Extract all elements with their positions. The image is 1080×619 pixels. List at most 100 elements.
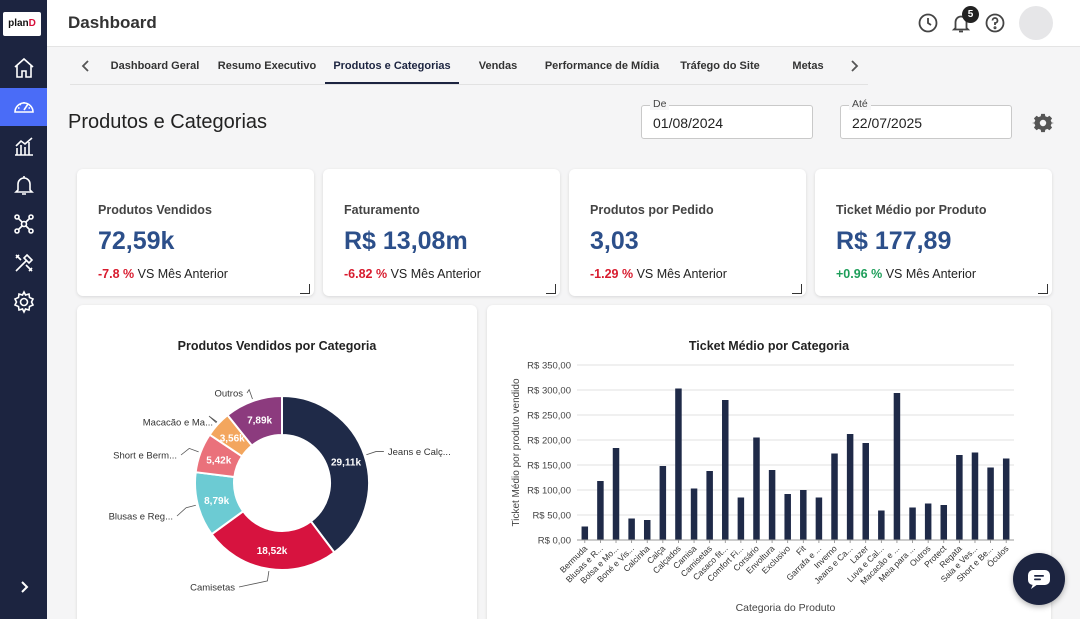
bar[interactable] bbox=[581, 526, 589, 541]
bar[interactable] bbox=[659, 466, 667, 540]
y-tick-label: R$ 150,00 bbox=[527, 461, 571, 472]
date-from-field[interactable]: De 01/08/2024 bbox=[641, 98, 813, 139]
bar-chart-icon bbox=[14, 137, 33, 156]
bar[interactable] bbox=[706, 471, 713, 540]
date-to-field[interactable]: Até 22/07/2025 bbox=[840, 98, 1012, 139]
donut-category-label: Short e Berm... bbox=[113, 451, 177, 462]
donut-chart: 29,11k Jeans e Calç... 18,52k Camisetas 8,79… bbox=[109, 388, 451, 594]
kpi-compare-label: VS Mês Anterior bbox=[137, 267, 228, 281]
bar[interactable] bbox=[643, 520, 651, 540]
chevron-right-icon bbox=[20, 581, 28, 593]
bar[interactable] bbox=[628, 518, 635, 541]
sidebar-item-dashboard[interactable] bbox=[0, 88, 47, 126]
bar[interactable] bbox=[815, 497, 823, 541]
bar[interactable] bbox=[956, 455, 963, 540]
tabs-scroll-right-button[interactable] bbox=[846, 58, 862, 74]
kpi-card-ticket-medio: Ticket Médio por Produto R$ 177,89 +0.96… bbox=[815, 169, 1052, 296]
bar[interactable] bbox=[846, 434, 854, 540]
sidebar-expand-button[interactable] bbox=[0, 572, 47, 602]
date-from-label: De bbox=[650, 98, 670, 110]
x-axis-label: Categoria do Produto bbox=[736, 602, 836, 614]
kpi-delta: -1.29 % bbox=[590, 267, 634, 281]
help-button[interactable] bbox=[984, 12, 1006, 34]
bar[interactable] bbox=[862, 443, 869, 540]
kpi-compare-label: VS Mês Anterior bbox=[636, 267, 727, 281]
sidebar-item-tools[interactable] bbox=[0, 244, 47, 282]
kpi-value: R$ 13,08m bbox=[344, 227, 468, 255]
kpi-value: 3,03 bbox=[590, 227, 639, 255]
bar[interactable] bbox=[675, 388, 682, 541]
chat-button[interactable] bbox=[1013, 553, 1065, 605]
settings-button[interactable] bbox=[1032, 112, 1054, 134]
bar[interactable] bbox=[831, 453, 838, 541]
y-axis-label: Ticket Médio por produto vendido bbox=[511, 378, 522, 526]
sidebar-item-settings[interactable] bbox=[0, 283, 47, 321]
bar[interactable] bbox=[987, 467, 994, 541]
donut-category-label: Jeans e Calç... bbox=[388, 447, 451, 458]
resize-handle-icon[interactable] bbox=[792, 284, 802, 294]
home-icon bbox=[13, 57, 34, 78]
sidebar-item-analytics[interactable] bbox=[0, 127, 47, 165]
tabs-scroll-left-button[interactable] bbox=[78, 58, 94, 74]
y-tick-label: R$ 50,00 bbox=[532, 511, 571, 522]
panel-ticket-medio-por-categoria: Ticket Médio por Categoria R$ 0,00 R$ 50,… bbox=[487, 305, 1051, 619]
kpi-card-faturamento: Faturamento R$ 13,08m -6.82 % VS Mês Ant… bbox=[323, 169, 560, 296]
tab-resumo-executivo[interactable]: Resumo Executivo bbox=[217, 60, 317, 72]
kpi-card-produtos-vendidos: Produtos Vendidos 72,59k -7.8 % VS Mês A… bbox=[77, 169, 314, 296]
bar[interactable] bbox=[800, 490, 807, 540]
y-tick-label: R$ 250,00 bbox=[527, 411, 571, 422]
bar[interactable] bbox=[722, 400, 729, 540]
donut-category-label: Macacão e Ma... bbox=[143, 418, 213, 429]
tab-vendas[interactable]: Vendas bbox=[478, 60, 518, 72]
bar[interactable] bbox=[878, 510, 885, 541]
bar[interactable] bbox=[753, 437, 760, 541]
bar[interactable] bbox=[690, 488, 698, 541]
bar[interactable] bbox=[737, 497, 745, 541]
sidebar-item-network[interactable] bbox=[0, 205, 47, 243]
gear-icon bbox=[13, 290, 34, 314]
donut-slice[interactable] bbox=[281, 394, 370, 554]
y-tick-label: R$ 300,00 bbox=[527, 386, 571, 397]
bar[interactable] bbox=[971, 452, 979, 541]
chevron-left-icon bbox=[81, 60, 89, 72]
bar-chart: R$ 0,00 R$ 50,00 R$ 100,00 R$ 150,00 R$ 200,… bbox=[511, 361, 1014, 614]
bar[interactable] bbox=[612, 448, 620, 540]
bar[interactable] bbox=[1002, 458, 1010, 541]
donut-category-label: Blusas e Reg... bbox=[109, 512, 173, 523]
kpi-comparison: -6.82 % VS Mês Anterior bbox=[344, 267, 481, 281]
date-from-value[interactable]: 01/08/2024 bbox=[653, 115, 724, 131]
tab-trafego-do-site[interactable]: Tráfego do Site bbox=[680, 60, 760, 72]
bar[interactable] bbox=[924, 503, 932, 541]
kpi-comparison: -7.8 % VS Mês Anterior bbox=[98, 267, 228, 281]
y-tick-label: R$ 0,00 bbox=[538, 536, 571, 547]
panel-produtos-por-categoria: Produtos Vendidos por Categoria 29,11k Je… bbox=[77, 305, 477, 619]
user-avatar[interactable] bbox=[1019, 6, 1053, 40]
kpi-delta: -7.8 % bbox=[98, 267, 135, 281]
donut-slice[interactable] bbox=[226, 394, 283, 447]
resize-handle-icon[interactable] bbox=[300, 284, 310, 294]
resize-handle-icon[interactable] bbox=[546, 284, 556, 294]
tab-performance-de-midia[interactable]: Performance de Mídia bbox=[544, 60, 660, 72]
bar[interactable] bbox=[597, 481, 604, 540]
y-tick-label: R$ 350,00 bbox=[527, 361, 571, 372]
kpi-delta: +0.96 % bbox=[836, 267, 883, 281]
history-button[interactable] bbox=[917, 12, 939, 34]
bar[interactable] bbox=[768, 470, 776, 540]
brand-logo[interactable]: planD bbox=[3, 12, 41, 36]
donut-slice-value: 29,11k bbox=[331, 458, 361, 469]
date-to-value[interactable]: 22/07/2025 bbox=[852, 115, 923, 131]
sidebar-item-home[interactable] bbox=[0, 49, 47, 87]
tab-produtos-e-categorias[interactable]: Produtos e Categorias bbox=[325, 48, 459, 84]
page-title: Produtos e Categorias bbox=[68, 111, 268, 133]
resize-handle-icon[interactable] bbox=[1038, 284, 1048, 294]
bar[interactable] bbox=[909, 507, 916, 541]
bar[interactable] bbox=[893, 393, 901, 540]
bar[interactable] bbox=[940, 505, 948, 540]
sidebar-item-alerts[interactable] bbox=[0, 166, 47, 204]
donut-slice-value: 7,89k bbox=[247, 415, 272, 426]
tab-dashboard-geral[interactable]: Dashboard Geral bbox=[110, 60, 200, 72]
top-header: Dashboard 5 bbox=[47, 0, 1080, 47]
donut-leader-line bbox=[246, 388, 253, 400]
bar[interactable] bbox=[784, 494, 791, 540]
tab-metas[interactable]: Metas bbox=[792, 60, 824, 72]
